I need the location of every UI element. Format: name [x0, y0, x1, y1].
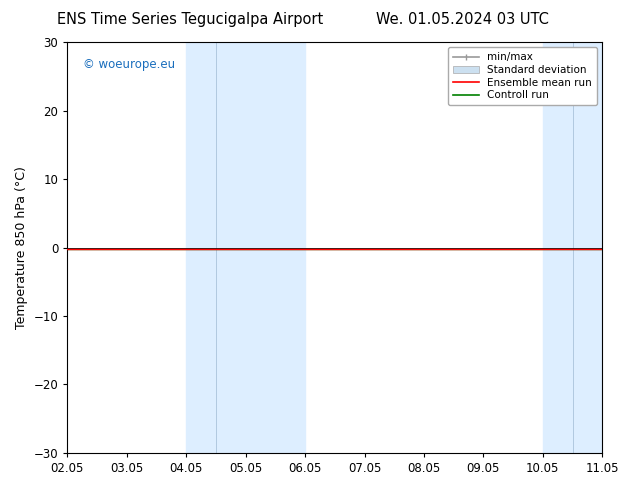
Bar: [543, 42, 602, 453]
Text: We. 01.05.2024 03 UTC: We. 01.05.2024 03 UTC: [377, 12, 549, 27]
Text: ENS Time Series Tegucigalpa Airport: ENS Time Series Tegucigalpa Airport: [57, 12, 323, 27]
Bar: [186, 42, 305, 453]
Y-axis label: Temperature 850 hPa (°C): Temperature 850 hPa (°C): [15, 166, 28, 329]
Text: © woeurope.eu: © woeurope.eu: [84, 58, 176, 72]
Legend: min/max, Standard deviation, Ensemble mean run, Controll run: min/max, Standard deviation, Ensemble me…: [448, 47, 597, 105]
